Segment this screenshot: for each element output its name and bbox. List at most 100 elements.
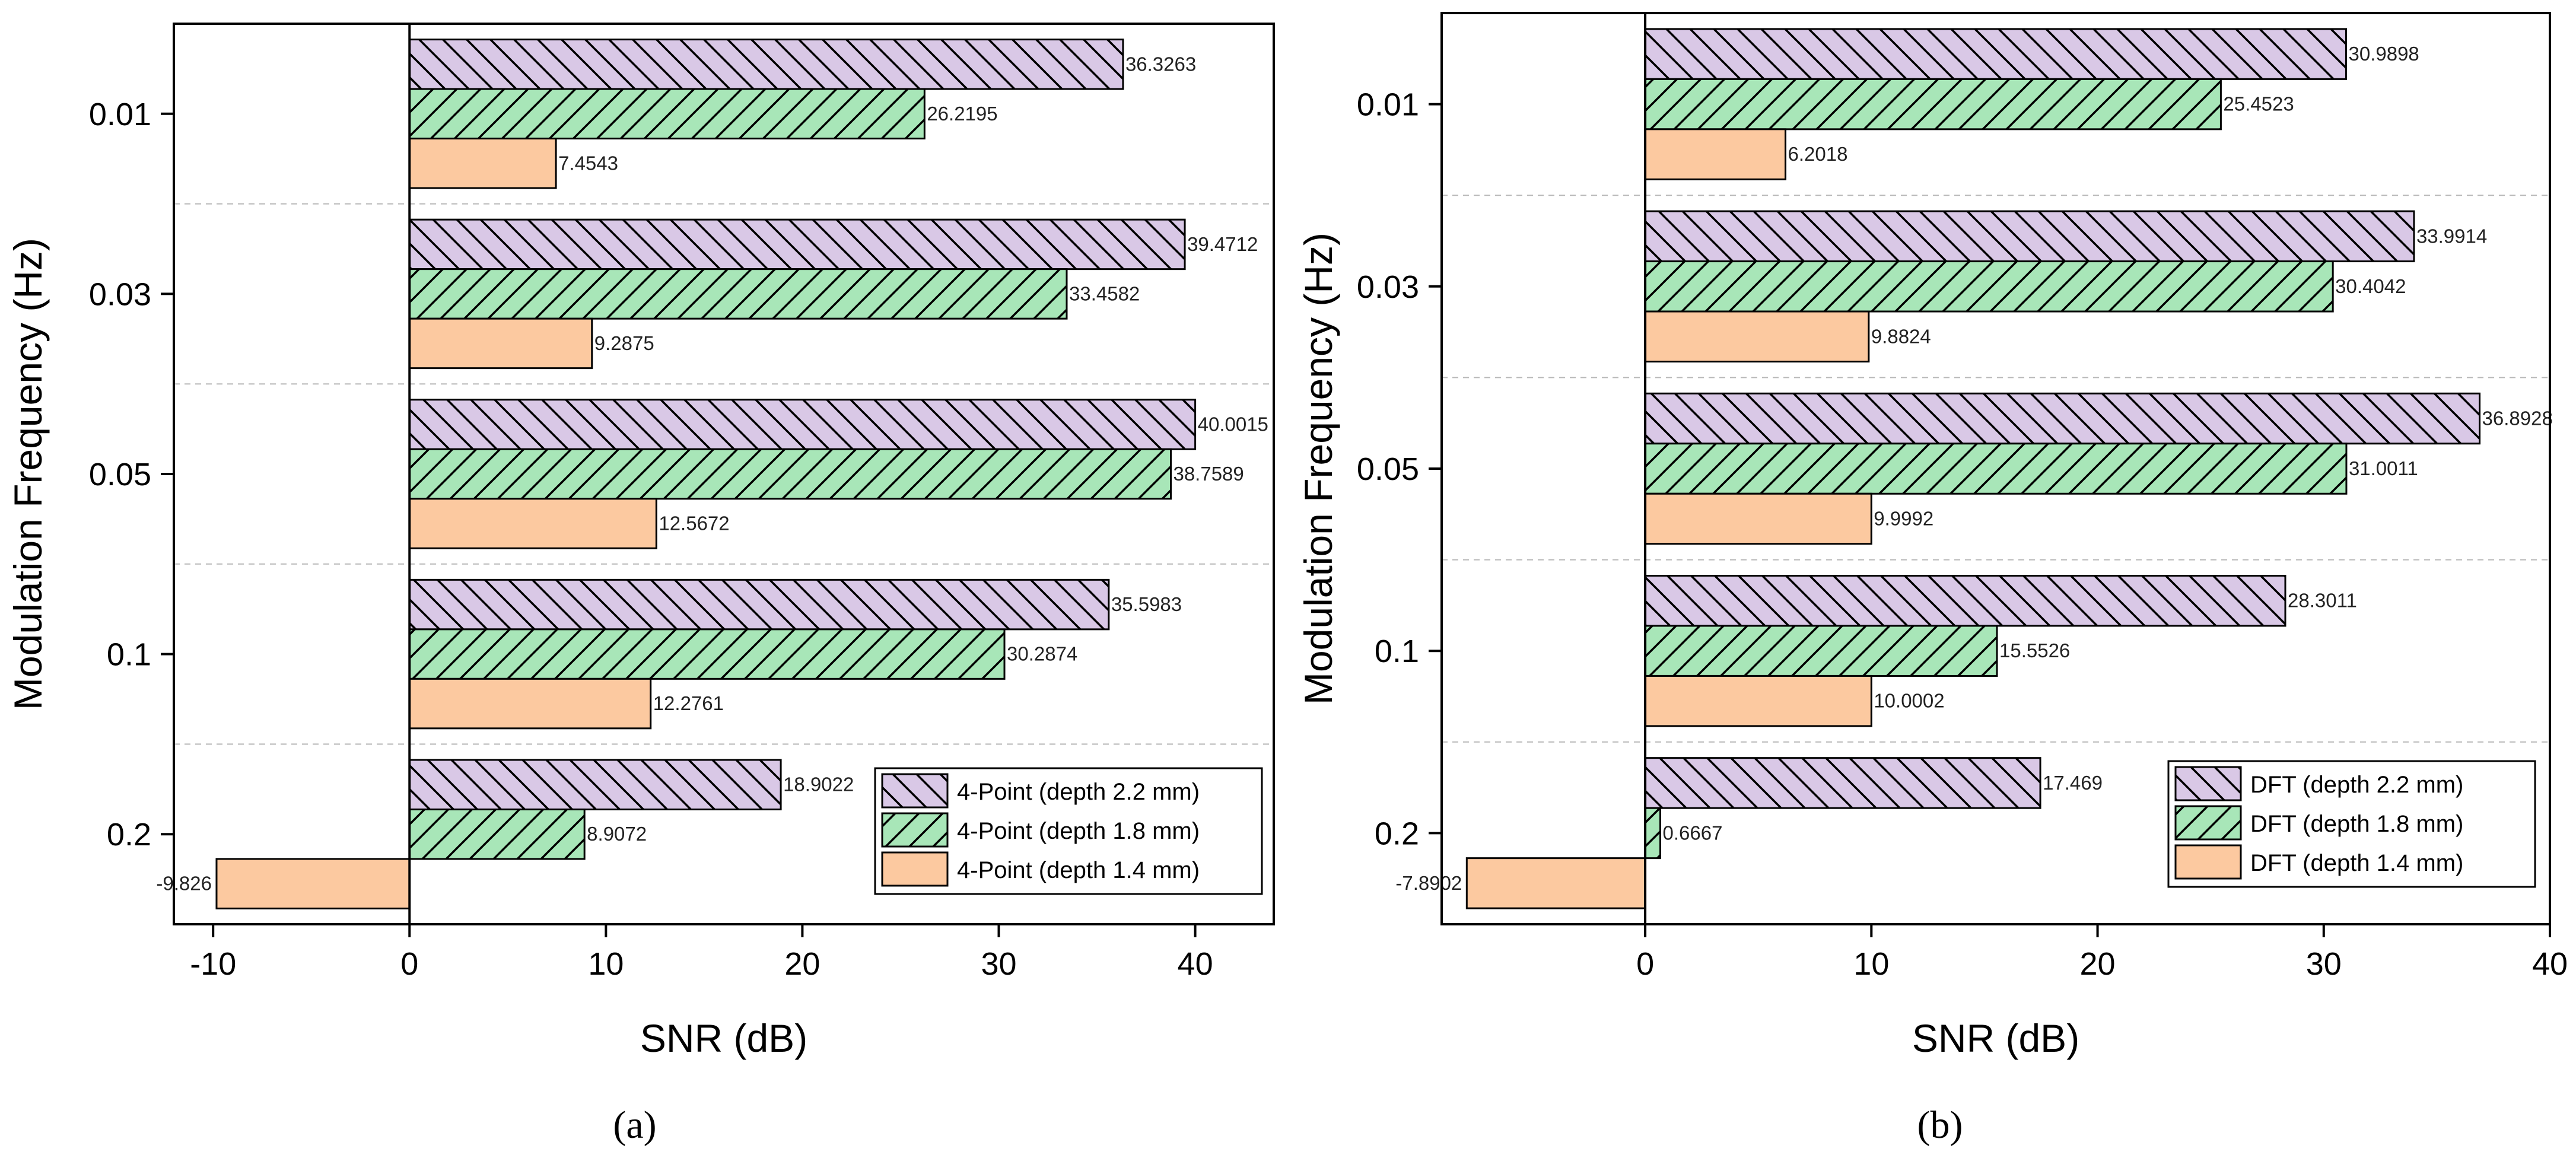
y-axis-title: Modulation Frequency (Hz): [6, 238, 50, 710]
legend-label: DFT (depth 1.8 mm): [2250, 811, 2463, 837]
bar: [1644, 674, 1872, 727]
y-tick-label: 0.03: [89, 276, 151, 312]
data-label: 9.8824: [1871, 325, 1931, 347]
x-tick-label: 30: [981, 946, 1016, 982]
legend-label: 4-Point (depth 1.4 mm): [957, 857, 1200, 883]
chart-panel-b: 30.9898 33.9914 36.8928 28.3011 17.469 25.452…: [1296, 12, 2568, 1060]
bar-fill: [409, 679, 651, 728]
bar: [1644, 574, 2286, 627]
x-tick-label: 40: [1178, 946, 1213, 982]
bar-hatch: [409, 759, 781, 810]
bar-hatch: [1645, 211, 2414, 262]
data-label: 18.9022: [783, 774, 854, 796]
data-label: 25.4523: [2223, 93, 2294, 115]
bar: [1644, 807, 1662, 860]
bar-fill: [409, 138, 556, 189]
bar-hatch: [1645, 758, 2041, 809]
data-label: 31.0011: [2349, 457, 2418, 479]
bar: [408, 399, 1197, 450]
data-label: 9.2875: [594, 332, 654, 354]
data-label: 30.4042: [2335, 275, 2406, 297]
x-tick-label: 30: [2306, 946, 2342, 982]
legend-swatch-fill: [882, 852, 947, 886]
bar-hatch: [409, 269, 1067, 319]
bar-hatch: [409, 89, 925, 139]
y-tick-label: 0.01: [1357, 87, 1419, 123]
bar: [215, 858, 411, 909]
bar-hatch: [409, 219, 1185, 269]
legend-item: 4-Point (depth 1.8 mm): [881, 812, 1200, 848]
bar-hatch: [409, 580, 1109, 629]
data-label: 33.4582: [1069, 282, 1140, 304]
y-tick-label: 0.2: [1375, 816, 1419, 851]
data-label: 28.3011: [2288, 590, 2357, 612]
bar-fill: [1645, 129, 1786, 180]
y-axis-title: Modulation Frequency (Hz): [1296, 233, 1340, 705]
x-axis-title: SNR (dB): [640, 1016, 807, 1060]
data-label: 30.2874: [1007, 643, 1077, 665]
bar: [408, 138, 557, 189]
x-tick-label: -10: [190, 946, 236, 982]
panel-label-b: (b): [1917, 1103, 1963, 1147]
data-label: 35.5983: [1111, 593, 1182, 615]
legend-swatch-outline: [2174, 805, 2242, 841]
data-label: 7.4543: [558, 152, 618, 174]
legend-item: DFT (depth 1.8 mm): [2174, 805, 2463, 841]
bar-fill: [216, 858, 410, 909]
bar-fill: [409, 319, 592, 368]
x-tick-label: 20: [2080, 946, 2116, 982]
bar-fill: [1645, 676, 1872, 726]
bar: [1644, 28, 2348, 80]
legend-swatch-hatch: [2176, 806, 2241, 839]
bar-hatch: [409, 399, 1195, 450]
data-label: 26.2195: [927, 103, 997, 125]
legend-label: 4-Point (depth 1.8 mm): [957, 818, 1200, 844]
data-label: 40.0015: [1198, 413, 1268, 435]
bar-hatch: [409, 629, 1005, 679]
bar-fill: [1645, 494, 1872, 544]
legend-swatch-hatch: [2176, 767, 2241, 800]
data-label: -7.8902: [1395, 872, 1462, 894]
bar-hatch: [1645, 443, 2346, 494]
bar-hatch: [409, 449, 1171, 499]
legend: DFT (depth 2.2 mm) DFT (depth 1.8 mm) DFT …: [2167, 760, 2536, 888]
panel-label-a: (a): [613, 1103, 656, 1147]
data-label: 12.5672: [659, 512, 729, 534]
legend-item: 4-Point (depth 2.2 mm): [881, 773, 1200, 809]
chart-panel-a: 36.3263 39.4712 40.0015 35.5983 18.9022 26.21…: [6, 23, 1275, 1060]
data-label: 9.9992: [1874, 507, 1933, 529]
data-label: 36.8928: [2482, 408, 2553, 429]
bar: [1644, 392, 2481, 445]
data-label: 15.5526: [1999, 639, 2070, 661]
bar-fill: [409, 498, 657, 549]
bar-hatch: [1645, 575, 2286, 626]
legend-swatch-hatch: [882, 774, 947, 807]
bar: [408, 759, 782, 810]
bar: [1644, 492, 1872, 545]
legend-swatch-outline: [2174, 844, 2242, 880]
y-tick-label: 0.03: [1357, 269, 1419, 305]
bar: [1644, 128, 1787, 180]
legend-swatch-outline: [881, 812, 949, 848]
legend-label: DFT (depth 1.4 mm): [2250, 850, 2463, 876]
bar: [1644, 625, 1998, 677]
data-label: 12.2761: [653, 692, 724, 714]
bar: [1644, 310, 1870, 363]
legend: 4-Point (depth 2.2 mm) 4-Point (depth 1.8…: [874, 767, 1263, 895]
data-label: 39.4712: [1187, 233, 1258, 255]
legend-swatch-outline: [881, 773, 949, 809]
bar: [408, 498, 657, 549]
bar-fill: [1645, 311, 1869, 362]
data-label: 10.0002: [1874, 690, 1944, 712]
legend-swatch-hatch: [882, 813, 947, 847]
x-tick-label: 40: [2532, 946, 2568, 982]
bar: [408, 39, 1124, 90]
bar-fill: [1467, 858, 1646, 909]
bar: [408, 218, 1186, 271]
y-tick-label: 0.1: [107, 637, 151, 673]
data-label: 36.3263: [1125, 53, 1196, 75]
x-tick-label: 0: [1636, 946, 1654, 982]
data-label: 17.469: [2043, 772, 2103, 794]
bar: [1644, 78, 2222, 131]
x-axis-title: SNR (dB): [1912, 1016, 2079, 1060]
